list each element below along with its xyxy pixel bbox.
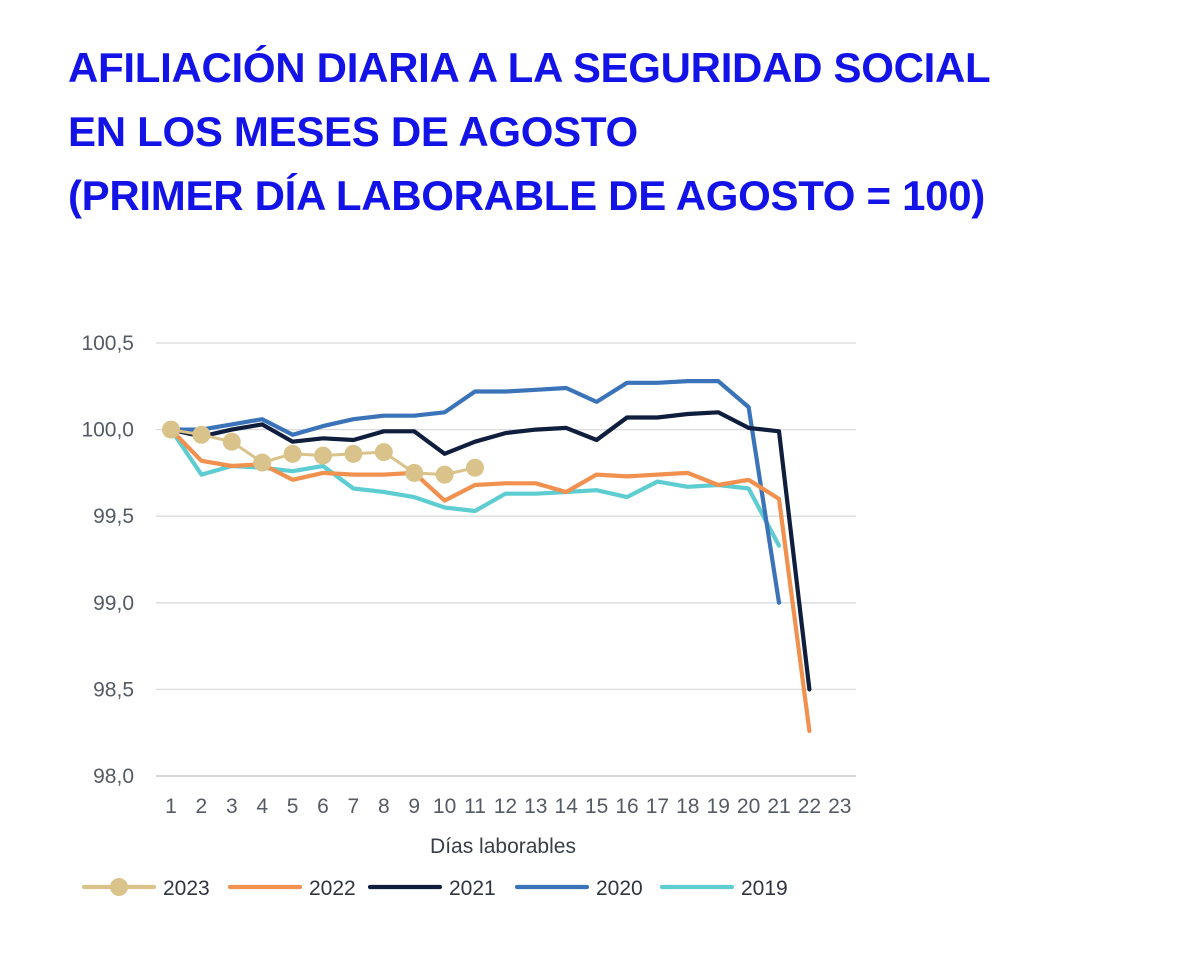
x-tick-label: 18	[676, 795, 699, 818]
x-tick-label: 11	[464, 795, 486, 818]
x-tick-label: 2	[196, 795, 208, 818]
y-axis-ticks: 100,5 100,0 99,5 99,0 98,5 98,0	[81, 332, 134, 788]
data-point-2023	[405, 463, 424, 482]
x-tick-label: 1	[165, 795, 177, 818]
x-tick-label: 7	[348, 795, 360, 818]
data-point-2023	[283, 444, 302, 463]
data-point-2023	[344, 444, 363, 463]
series-line-2019	[168, 427, 782, 548]
legend-label-2019: 2019	[741, 877, 788, 900]
x-tick-label: 23	[828, 795, 851, 818]
data-point-2023	[374, 443, 393, 462]
x-tick-label: 13	[524, 795, 547, 818]
x-tick-label: 21	[767, 795, 790, 818]
x-tick-label: 14	[555, 795, 579, 818]
title-line-2: EN LOS MESES DE AGOSTO	[68, 108, 638, 155]
gridlines	[156, 342, 856, 777]
data-point-2023	[466, 458, 484, 477]
series-lines	[162, 379, 812, 734]
x-tick-label: 6	[317, 795, 329, 818]
legend-marker-2023	[110, 878, 128, 896]
title-line-3: (PRIMER DÍA LABORABLE DE AGOSTO = 100)	[68, 172, 985, 219]
x-tick-label: 15	[585, 795, 608, 818]
chart-title: AFILIACIÓN DIARIA A LA SEGURIDAD SOCIAL …	[68, 36, 1178, 228]
x-tick-label: 20	[737, 795, 760, 818]
legend-label-2022: 2022	[309, 877, 356, 900]
x-tick-label: 17	[646, 795, 669, 818]
y-tick-label: 98,0	[93, 765, 134, 788]
x-tick-label: 3	[226, 795, 238, 818]
x-tick-label: 4	[256, 795, 268, 818]
x-tick-label: 8	[378, 795, 390, 818]
y-tick-label: 98,5	[93, 678, 134, 701]
x-tick-label: 19	[707, 795, 730, 818]
legend-label-2021: 2021	[449, 877, 496, 900]
legend-label-2020: 2020	[596, 877, 643, 900]
x-axis-ticks: 1 2 3 4 5 6 7 8 9 10 11 12 13 14 15 16 17 18 19 20 21 22 23	[165, 795, 851, 818]
series-line-2021	[168, 410, 812, 692]
series-line-2020	[168, 379, 782, 605]
legend-label-2023: 2023	[163, 877, 210, 900]
x-tick-label: 16	[615, 795, 638, 818]
y-tick-label: 99,5	[93, 505, 134, 528]
y-tick-label: 100,0	[81, 419, 134, 442]
data-point-2023	[253, 453, 272, 472]
title-line-1: AFILIACIÓN DIARIA A LA SEGURIDAD SOCIAL	[68, 44, 991, 91]
y-tick-label: 99,0	[93, 592, 134, 615]
data-point-2023	[192, 425, 211, 444]
x-axis-label: Días laborables	[430, 835, 576, 858]
x-tick-label: 5	[287, 795, 299, 818]
y-tick-label: 100,5	[81, 332, 134, 355]
legend: 2023 2022 2021 2020 2019	[81, 877, 788, 900]
series-line-2022	[168, 427, 812, 734]
data-point-2023	[222, 432, 241, 451]
x-tick-label: 12	[494, 795, 517, 818]
data-point-2023	[314, 446, 332, 465]
x-tick-label: 9	[408, 795, 420, 818]
data-point-2023	[435, 465, 454, 484]
x-tick-label: 10	[433, 795, 456, 818]
data-point-2023	[162, 420, 180, 439]
x-tick-label: 22	[798, 795, 821, 818]
